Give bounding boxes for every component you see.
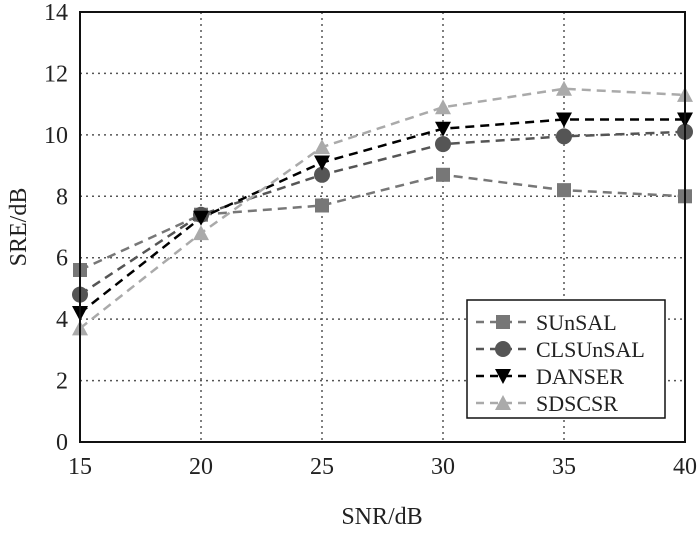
data-point <box>435 99 451 115</box>
legend-label: SUnSAL <box>536 310 617 335</box>
legend-marker <box>495 341 511 357</box>
y-tick-label: 8 <box>56 184 68 210</box>
y-tick-label: 12 <box>44 61 68 87</box>
y-tick-label: 6 <box>56 246 68 272</box>
legend-label: CLSUnSAL <box>536 337 645 362</box>
series-line <box>79 130 686 296</box>
data-point <box>314 155 330 171</box>
y-tick-label: 0 <box>56 430 68 456</box>
data-point <box>436 167 450 182</box>
data-point <box>315 198 329 213</box>
data-point <box>193 210 209 226</box>
legend-label: DANSER <box>536 364 624 389</box>
x-axis-label: SNR/dB <box>341 504 422 530</box>
data-point <box>435 121 451 137</box>
legend-item: SUnSAL <box>476 310 617 335</box>
x-tick-label: 35 <box>552 454 576 480</box>
series-danser <box>72 112 693 321</box>
series-line <box>79 118 685 314</box>
plot-frame <box>79 11 686 443</box>
y-tick-label: 14 <box>44 0 68 26</box>
x-tick-label: 40 <box>673 454 697 480</box>
data-point <box>435 136 451 153</box>
series-line <box>79 173 686 272</box>
series-line <box>79 87 686 330</box>
legend-marker <box>495 395 511 410</box>
series-sdscsr <box>72 80 693 336</box>
data-point <box>557 183 571 198</box>
data-point <box>556 112 572 128</box>
data-point <box>314 139 330 155</box>
y-tick-label: 2 <box>56 369 68 395</box>
series-clsunsal <box>72 123 693 303</box>
data-point <box>556 80 572 96</box>
x-tick-label: 30 <box>431 454 455 480</box>
x-tick-label: 20 <box>189 454 213 480</box>
legend-marker <box>496 315 510 329</box>
series-group <box>72 80 693 336</box>
x-tick-label: 25 <box>310 454 334 480</box>
legend-label: SDSCSR <box>536 391 618 416</box>
legend-marker <box>495 369 511 384</box>
tick-labels: 15 20 25 30 35 40 0 2 4 6 8 10 12 14 <box>44 0 697 480</box>
data-point <box>314 166 330 183</box>
x-tick-label: 15 <box>68 454 92 480</box>
y-tick-label: 4 <box>56 307 68 333</box>
legend-item: CLSUnSAL <box>476 337 645 362</box>
y-tick-label: 10 <box>44 123 68 149</box>
data-point <box>556 128 572 145</box>
legend-item: DANSER <box>476 364 624 389</box>
y-axis-label: SRE/dB <box>6 188 32 267</box>
data-point <box>193 225 209 241</box>
legend-item: SDSCSR <box>476 391 618 416</box>
